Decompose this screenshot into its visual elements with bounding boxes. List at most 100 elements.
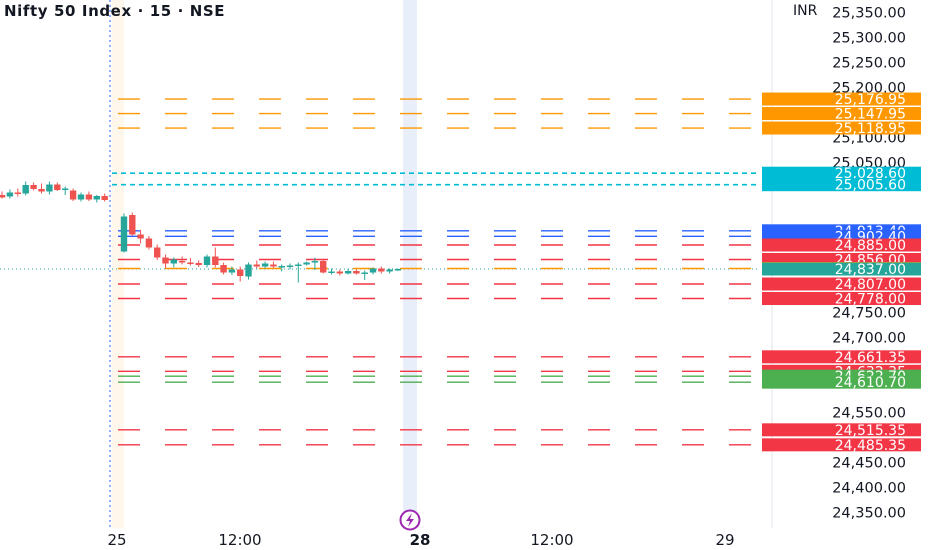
- candle-body-19: [162, 257, 169, 264]
- candle-body-7: [54, 184, 61, 190]
- candle-body-23: [195, 263, 202, 265]
- candle-body-8: [62, 188, 69, 190]
- candle-body-16: [137, 234, 144, 239]
- price-tag-label-7: 24,885.00: [835, 238, 906, 254]
- time-tick-label: 12:00: [218, 531, 261, 549]
- candle-body-0: [0, 195, 6, 198]
- candle-8: [62, 186, 69, 195]
- price-tag-label-13: 24,661.35: [835, 350, 906, 366]
- price-tag-bg-13: [762, 350, 921, 364]
- price-tag-18: 24,485.35: [762, 438, 921, 454]
- candle-15: [129, 212, 136, 236]
- price-tag-4: 25,005.60: [762, 178, 921, 194]
- price-tag-bg-18: [762, 438, 921, 452]
- price-tick-label: 24,750.00: [832, 306, 906, 322]
- candle-20: [170, 257, 177, 268]
- candle-45: [378, 266, 385, 274]
- price-tag-12: 24,778.00: [762, 292, 921, 308]
- candle-9: [69, 188, 77, 201]
- candle-43: [361, 270, 368, 280]
- lightning-icon-bolt: [406, 513, 414, 527]
- candle-24: [203, 254, 211, 268]
- exchange-label: NSE: [189, 2, 226, 20]
- candle-body-11: [85, 194, 93, 200]
- price-tag-bg-1: [762, 107, 921, 121]
- candle-12: [93, 195, 100, 203]
- price-tag-bg-12: [762, 292, 921, 305]
- candle-44: [369, 267, 377, 275]
- currency-label[interactable]: INR: [793, 3, 818, 19]
- candle-body-21: [178, 261, 186, 263]
- candle-body-18: [154, 247, 161, 258]
- price-tick-label: 25,350.00: [832, 6, 906, 22]
- candle-47: [394, 268, 402, 271]
- symbol-name: Nifty 50 Index: [4, 2, 132, 20]
- price-tag-label-12: 24,778.00: [835, 292, 906, 308]
- lightning-icon: [399, 509, 421, 531]
- price-tick-label: 24,450.00: [832, 456, 906, 472]
- price-tick-label: 25,300.00: [832, 31, 906, 47]
- candle-6: [46, 181, 53, 195]
- candle-42: [353, 269, 360, 275]
- interval-label[interactable]: 15: [149, 2, 172, 20]
- price-tick-label: 25,250.00: [832, 56, 906, 72]
- price-tag-2: 25,118.95: [762, 121, 921, 137]
- candle-body-45: [378, 268, 385, 272]
- time-axis[interactable]: 25 12:00 28 12:00 29: [0, 509, 932, 550]
- price-tag-bg-0: [762, 92, 921, 106]
- candle-body-46: [386, 269, 393, 272]
- candle-body-4: [30, 185, 37, 189]
- price-tag-bg-3: [762, 166, 921, 180]
- candle-body-28: [237, 269, 244, 276]
- candle-14: [120, 213, 128, 253]
- time-tick-label: 28: [410, 531, 431, 549]
- price-tick-label: 24,400.00: [832, 481, 906, 497]
- candle-26: [220, 262, 227, 275]
- candle-body-40: [336, 271, 343, 274]
- price-tag-13: 24,661.35: [762, 350, 921, 366]
- candle-body-47: [394, 269, 402, 271]
- candle-30: [253, 260, 260, 269]
- candle-body-9: [69, 190, 77, 200]
- candle-34: [286, 263, 294, 270]
- candle-13: [101, 193, 108, 202]
- candle-18: [154, 244, 161, 260]
- candle-5: [38, 183, 45, 194]
- session-highlight-25: [112, 0, 124, 528]
- candle-body-3: [22, 185, 29, 194]
- price-tick-label: 25,200.00: [832, 81, 906, 97]
- candle-body-27: [228, 269, 236, 273]
- candle-body-24: [203, 256, 211, 265]
- candle-29: [245, 262, 252, 280]
- session-highlight-28: [403, 0, 417, 528]
- candle-21: [178, 256, 186, 265]
- candle-25: [212, 247, 219, 268]
- candle-40: [336, 269, 343, 276]
- candle-body-26: [220, 265, 227, 273]
- candle-body-20: [170, 259, 177, 264]
- candle-37: [311, 257, 319, 270]
- candle-31: [261, 261, 269, 269]
- price-tag-17: 24,515.35: [762, 423, 921, 439]
- candle-body-31: [261, 263, 269, 267]
- price-tag-0: 25,176.95: [762, 92, 921, 108]
- candle-body-10: [77, 194, 85, 200]
- candle-body-12: [93, 196, 100, 200]
- chart-title[interactable]: Nifty 50 Index · 15 · NSE: [4, 2, 225, 20]
- price-tag-bg-2: [762, 121, 921, 135]
- candle-body-44: [369, 268, 377, 273]
- title-separator-2: ·: [177, 2, 184, 20]
- candle-23: [195, 260, 202, 267]
- candle-41: [344, 268, 352, 275]
- candle-body-42: [353, 271, 360, 274]
- candle-27: [228, 266, 236, 275]
- candle-46: [386, 268, 393, 274]
- price-tag-bg-11: [762, 277, 921, 291]
- candle-11: [85, 191, 93, 201]
- price-tag-bg-7: [762, 238, 921, 252]
- price-tags: 25,176.9525,147.9525,118.9525,028.6025,0…: [762, 92, 921, 454]
- time-tick-label: 25: [107, 531, 126, 549]
- price-tag-label-10: 24,837.00: [835, 262, 906, 278]
- candle-35: [295, 262, 302, 283]
